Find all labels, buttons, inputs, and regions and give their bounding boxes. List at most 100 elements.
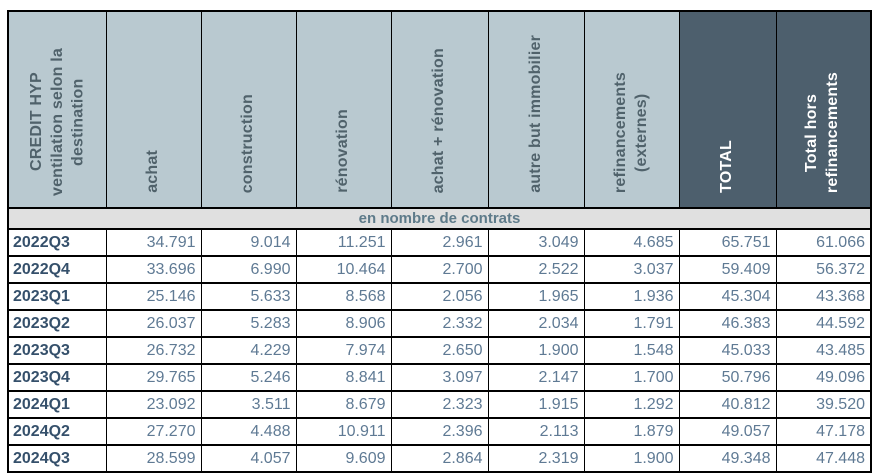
data-cell: 43.485 xyxy=(775,336,872,365)
header-col-construction-label: construction xyxy=(239,93,257,193)
row-label: 2023Q2 xyxy=(7,309,107,338)
header-col-construction: construction xyxy=(200,10,297,209)
table-stage: CREDIT HYP ventilation selon la destinat… xyxy=(7,10,872,473)
data-cell: 11.251 xyxy=(295,228,392,257)
header-col-achat: achat xyxy=(105,10,202,209)
header-col-renovation-label: rénovation xyxy=(334,109,352,193)
data-cell: 65.751 xyxy=(678,228,777,257)
data-cell: 2.332 xyxy=(390,309,489,338)
data-cell: 10.464 xyxy=(295,255,392,284)
data-cell: 26.732 xyxy=(105,336,202,365)
data-cell: 28.599 xyxy=(105,444,202,473)
data-cell: 45.304 xyxy=(678,282,777,311)
header-col-total-hors-refinancements-label: Total hors refinancements xyxy=(803,71,842,193)
header-col-refinancements-externes: refinancements (externes) xyxy=(583,10,680,209)
row-label: 2022Q4 xyxy=(7,255,107,284)
header-row: CREDIT HYP ventilation selon la destinat… xyxy=(7,10,872,209)
data-cell: 1.548 xyxy=(583,336,680,365)
data-cell: 1.879 xyxy=(583,417,680,446)
data-cell: 1.700 xyxy=(583,363,680,392)
header-col-total-hors-refinancements: Total hors refinancements xyxy=(775,10,872,209)
data-cell: 50.796 xyxy=(678,363,777,392)
data-cell: 2.522 xyxy=(487,255,585,284)
credit-hyp-table: CREDIT HYP ventilation selon la destinat… xyxy=(7,10,872,473)
data-cell: 44.592 xyxy=(775,309,872,338)
table-title: CREDIT HYP ventilation selon la destinat… xyxy=(28,47,87,196)
data-cell: 61.066 xyxy=(775,228,872,257)
data-cell: 5.283 xyxy=(200,309,297,338)
header-col-achat-renovation-label: achat + rénovation xyxy=(430,47,448,193)
table-row: 2024Q3 28.599 4.057 9.609 2.864 2.319 1.… xyxy=(7,444,872,473)
data-cell: 5.246 xyxy=(200,363,297,392)
data-cell: 46.383 xyxy=(678,309,777,338)
row-label: 2024Q3 xyxy=(7,444,107,473)
data-cell: 3.049 xyxy=(487,228,585,257)
data-cell: 8.679 xyxy=(295,390,392,419)
header-col-total: TOTAL xyxy=(678,10,777,209)
table-row: 2022Q4 33.696 6.990 10.464 2.700 2.522 3… xyxy=(7,255,872,284)
data-cell: 8.906 xyxy=(295,309,392,338)
data-cell: 23.092 xyxy=(105,390,202,419)
header-col-refinancements-externes-label: refinancements (externes) xyxy=(611,71,650,193)
unit-band-label: en nombre de contrats xyxy=(7,207,872,230)
data-cell: 5.633 xyxy=(200,282,297,311)
data-cell: 49.057 xyxy=(678,417,777,446)
data-cell: 49.348 xyxy=(678,444,777,473)
data-cell: 9.014 xyxy=(200,228,297,257)
header-col-autre-but-immobilier-label: autre but immobilier xyxy=(526,35,544,193)
data-cell: 1.936 xyxy=(583,282,680,311)
data-cell: 39.520 xyxy=(775,390,872,419)
data-cell: 2.700 xyxy=(390,255,489,284)
table-row: 2022Q3 34.791 9.014 11.251 2.961 3.049 4… xyxy=(7,228,872,257)
header-title-cell: CREDIT HYP ventilation selon la destinat… xyxy=(7,10,107,209)
header-col-total-label: TOTAL xyxy=(718,140,736,193)
data-cell: 56.372 xyxy=(775,255,872,284)
data-cell: 3.511 xyxy=(200,390,297,419)
data-cell: 8.841 xyxy=(295,363,392,392)
data-cell: 40.812 xyxy=(678,390,777,419)
data-cell: 2.113 xyxy=(487,417,585,446)
data-cell: 43.368 xyxy=(775,282,872,311)
table-row: 2023Q3 26.732 4.229 7.974 2.650 1.900 1.… xyxy=(7,336,872,365)
header-col-achat-renovation: achat + rénovation xyxy=(390,10,489,209)
data-cell: 4.229 xyxy=(200,336,297,365)
row-label: 2023Q1 xyxy=(7,282,107,311)
data-cell: 8.568 xyxy=(295,282,392,311)
data-cell: 2.323 xyxy=(390,390,489,419)
data-cell: 2.961 xyxy=(390,228,489,257)
row-label: 2024Q1 xyxy=(7,390,107,419)
data-cell: 2.034 xyxy=(487,309,585,338)
data-cell: 9.609 xyxy=(295,444,392,473)
data-cell: 1.900 xyxy=(487,336,585,365)
data-cell: 4.057 xyxy=(200,444,297,473)
data-cell: 34.791 xyxy=(105,228,202,257)
row-label: 2023Q3 xyxy=(7,336,107,365)
table-row: 2023Q4 29.765 5.246 8.841 3.097 2.147 1.… xyxy=(7,363,872,392)
data-cell: 4.685 xyxy=(583,228,680,257)
data-cell: 3.037 xyxy=(583,255,680,284)
table-row: 2024Q2 27.270 4.488 10.911 2.396 2.113 1… xyxy=(7,417,872,446)
data-cell: 1.900 xyxy=(583,444,680,473)
data-cell: 33.696 xyxy=(105,255,202,284)
table-row: 2023Q2 26.037 5.283 8.906 2.332 2.034 1.… xyxy=(7,309,872,338)
data-cell: 1.292 xyxy=(583,390,680,419)
data-cell: 45.033 xyxy=(678,336,777,365)
row-label: 2023Q4 xyxy=(7,363,107,392)
data-cell: 47.448 xyxy=(775,444,872,473)
header-col-renovation: rénovation xyxy=(295,10,392,209)
data-cell: 26.037 xyxy=(105,309,202,338)
data-cell: 6.990 xyxy=(200,255,297,284)
data-cell: 3.097 xyxy=(390,363,489,392)
row-label: 2024Q2 xyxy=(7,417,107,446)
header-col-achat-label: achat xyxy=(144,150,162,193)
data-cell: 27.270 xyxy=(105,417,202,446)
data-cell: 49.096 xyxy=(775,363,872,392)
data-cell: 2.147 xyxy=(487,363,585,392)
data-cell: 10.911 xyxy=(295,417,392,446)
data-cell: 7.974 xyxy=(295,336,392,365)
data-cell: 2.650 xyxy=(390,336,489,365)
data-cell: 2.864 xyxy=(390,444,489,473)
data-cell: 2.396 xyxy=(390,417,489,446)
data-cell: 25.146 xyxy=(105,282,202,311)
data-cell: 4.488 xyxy=(200,417,297,446)
